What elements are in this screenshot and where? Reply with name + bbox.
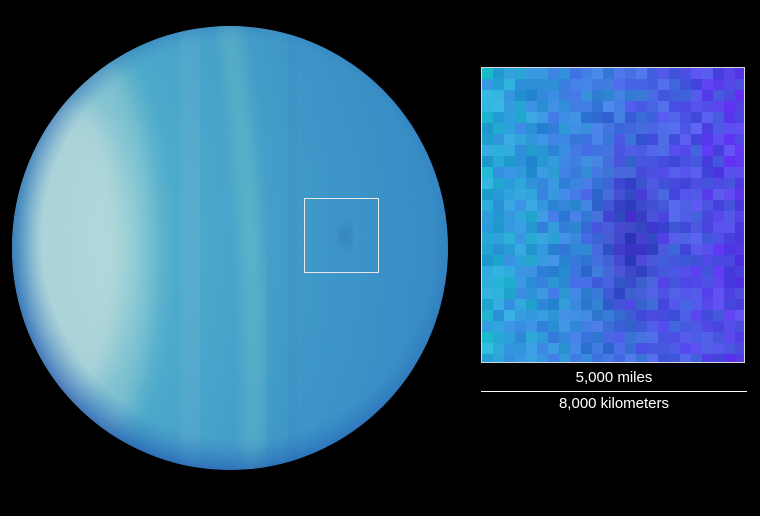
zoom-region-box <box>304 198 379 273</box>
scale-kilometers-label: 8,000 kilometers <box>558 395 670 412</box>
scale-miles-label: 5,000 miles <box>575 369 653 386</box>
scale-bar <box>481 391 747 392</box>
magnified-inset <box>481 67 745 363</box>
pixelated-zoom-image <box>482 68 744 362</box>
